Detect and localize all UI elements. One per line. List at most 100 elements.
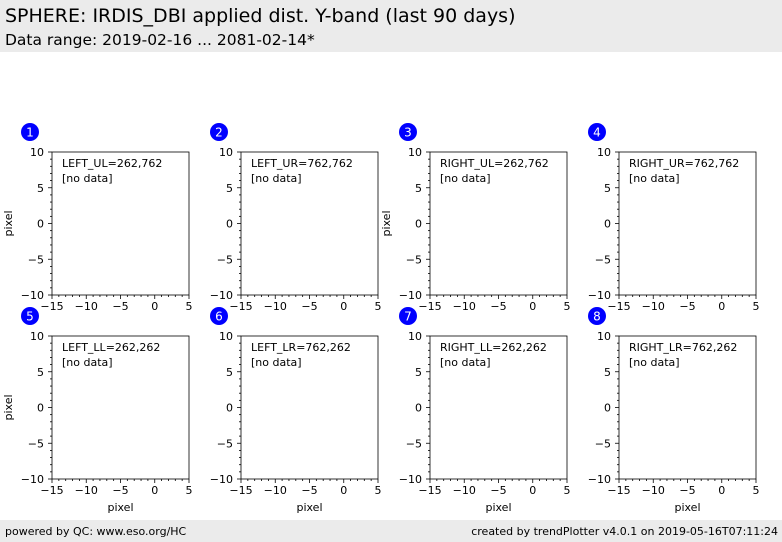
panel-label: RIGHT_LR=762,262 [629, 341, 737, 354]
x-tick-label: 0 [151, 484, 158, 497]
axes-frame [51, 151, 190, 296]
panel-label: RIGHT_UL=262,762 [440, 157, 549, 170]
x-tick-label: 0 [718, 484, 725, 497]
footer-created-by: created by trendPlotter v4.0.1 on 2019-0… [471, 525, 778, 538]
y-tick-label: −10 [210, 289, 233, 302]
axes-frame [618, 151, 757, 296]
report-header: SPHERE: IRDIS_DBI applied dist. Y-band (… [0, 0, 782, 52]
x-tick-label: −15 [40, 300, 63, 313]
data-range-subtitle: Data range: 2019-02-16 ... 2081-02-14* [5, 31, 315, 49]
panel-number: 7 [404, 310, 412, 324]
panel-label: LEFT_UL=262,762 [62, 157, 162, 170]
y-tick-label: −5 [406, 253, 422, 266]
y-tick-label: 5 [604, 182, 611, 195]
x-tick-label: 5 [375, 484, 382, 497]
page-title: SPHERE: IRDIS_DBI applied dist. Y-band (… [5, 5, 516, 27]
panel-number: 1 [26, 126, 34, 140]
x-tick-label: 5 [564, 300, 571, 313]
y-tick-label: −5 [595, 253, 611, 266]
y-axis-label: pixel [2, 210, 15, 236]
x-tick-label: −10 [642, 300, 665, 313]
panel-label: RIGHT_UR=762,762 [629, 157, 739, 170]
y-tick-label: 0 [37, 218, 44, 231]
no-data-label: [no data] [251, 172, 302, 185]
y-tick-label: −10 [21, 473, 44, 486]
y-tick-label: 10 [408, 330, 422, 343]
no-data-label: [no data] [629, 172, 680, 185]
y-tick-label: 0 [226, 218, 233, 231]
no-data-label: [no data] [62, 172, 113, 185]
panel-number: 3 [404, 126, 412, 140]
y-tick-label: 5 [415, 182, 422, 195]
y-tick-label: 0 [604, 218, 611, 231]
panel-number: 5 [26, 310, 34, 324]
x-tick-label: 5 [753, 300, 760, 313]
x-tick-label: −5 [112, 484, 128, 497]
x-axis-label: pixel [485, 501, 511, 514]
footer-powered-by: powered by QC: www.eso.org/HC [5, 525, 187, 538]
no-data-label: [no data] [62, 356, 113, 369]
x-tick-label: −5 [679, 484, 695, 497]
report-footer: powered by QC: www.eso.org/HC created by… [0, 520, 782, 542]
y-tick-label: 5 [226, 366, 233, 379]
x-tick-label: 0 [340, 300, 347, 313]
x-tick-label: 5 [186, 300, 193, 313]
y-tick-label: 5 [37, 182, 44, 195]
y-tick-label: 0 [604, 402, 611, 415]
x-tick-label: −10 [264, 484, 287, 497]
x-axis-label: pixel [107, 501, 133, 514]
panel-number-badge [588, 307, 606, 325]
x-tick-label: 5 [564, 484, 571, 497]
panel-label: LEFT_LL=262,262 [62, 341, 160, 354]
y-tick-label: −5 [595, 437, 611, 450]
y-tick-label: 0 [415, 402, 422, 415]
y-tick-label: −5 [406, 437, 422, 450]
x-tick-label: 0 [151, 300, 158, 313]
y-tick-label: −5 [217, 437, 233, 450]
axes-frame [429, 151, 568, 296]
y-tick-label: 5 [226, 182, 233, 195]
y-tick-label: 10 [219, 330, 233, 343]
no-data-label: [no data] [440, 172, 491, 185]
y-tick-label: 0 [37, 402, 44, 415]
panel-number: 6 [215, 310, 223, 324]
x-tick-label: −10 [453, 484, 476, 497]
x-tick-label: −15 [418, 484, 441, 497]
y-tick-label: 10 [219, 146, 233, 159]
x-tick-label: −15 [229, 300, 252, 313]
panel-number: 2 [215, 126, 223, 140]
y-tick-label: 0 [415, 218, 422, 231]
x-tick-label: −15 [418, 300, 441, 313]
panel-number-badge [588, 123, 606, 141]
y-tick-label: 5 [604, 366, 611, 379]
y-tick-label: −5 [28, 253, 44, 266]
panel-number-badge [210, 123, 228, 141]
axes-frame [240, 151, 379, 296]
x-tick-label: −5 [679, 300, 695, 313]
y-tick-label: −5 [28, 437, 44, 450]
panel-number-badge [21, 307, 39, 325]
x-tick-label: −10 [453, 300, 476, 313]
no-data-label: [no data] [251, 356, 302, 369]
no-data-label: [no data] [440, 356, 491, 369]
x-tick-label: −5 [490, 484, 506, 497]
panel-number: 8 [593, 310, 601, 324]
y-tick-label: 10 [408, 146, 422, 159]
x-tick-label: −10 [75, 300, 98, 313]
y-tick-label: 10 [597, 146, 611, 159]
x-axis-label: pixel [674, 501, 700, 514]
y-tick-label: 0 [226, 402, 233, 415]
y-tick-label: −10 [210, 473, 233, 486]
panel-label: LEFT_LR=762,262 [251, 341, 351, 354]
x-tick-label: −5 [301, 300, 317, 313]
axes-frame [51, 335, 190, 480]
y-tick-label: 5 [37, 366, 44, 379]
panel-number: 4 [593, 126, 601, 140]
